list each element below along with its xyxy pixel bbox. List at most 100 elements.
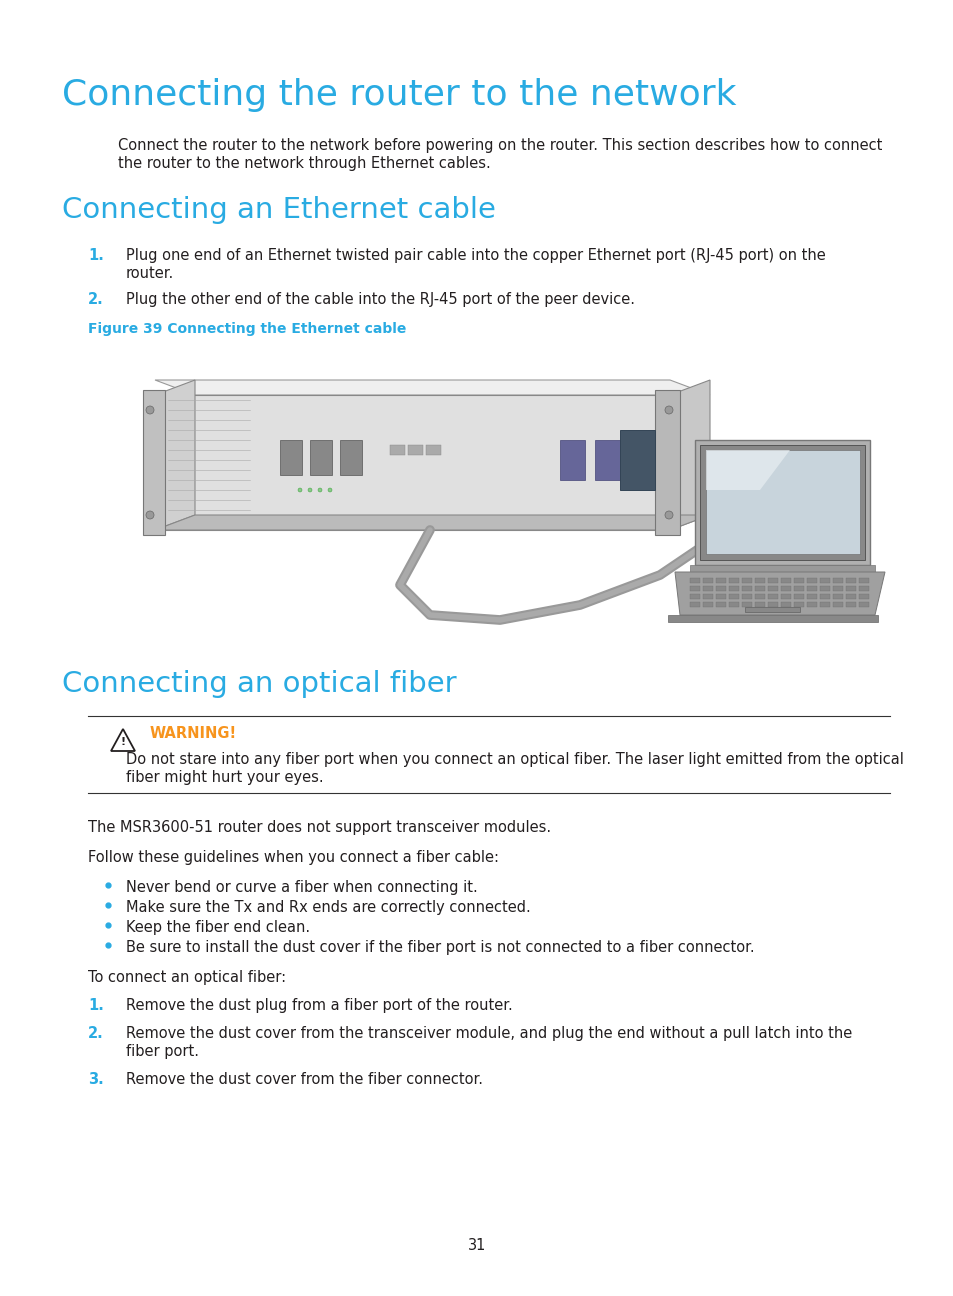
Text: WARNING!: WARNING! [150,726,237,741]
Polygon shape [820,603,829,607]
Text: Be sure to install the dust cover if the fiber port is not connected to a fiber : Be sure to install the dust cover if the… [126,940,754,955]
Polygon shape [689,578,700,583]
Text: Follow these guidelines when you connect a fiber cable:: Follow these guidelines when you connect… [88,850,498,864]
Text: !: ! [120,737,126,746]
Text: Never bend or curve a fiber when connecting it.: Never bend or curve a fiber when connect… [126,880,477,896]
Polygon shape [754,594,764,599]
Polygon shape [845,594,855,599]
Polygon shape [669,380,709,530]
Polygon shape [820,586,829,591]
Polygon shape [310,441,332,476]
Circle shape [664,406,672,413]
Polygon shape [716,586,725,591]
Polygon shape [143,390,165,535]
Polygon shape [744,607,800,612]
Polygon shape [806,594,816,599]
Polygon shape [806,603,816,607]
Text: Remove the dust cover from the transceiver module, and plug the end without a pu: Remove the dust cover from the transceiv… [126,1026,851,1041]
Polygon shape [689,565,874,572]
Text: 2.: 2. [88,292,104,307]
Text: Connecting an optical fiber: Connecting an optical fiber [62,670,456,699]
Polygon shape [845,586,855,591]
Polygon shape [716,594,725,599]
Text: Remove the dust plug from a fiber port of the router.: Remove the dust plug from a fiber port o… [126,998,512,1013]
Polygon shape [767,578,778,583]
Polygon shape [619,430,655,490]
Polygon shape [716,578,725,583]
Polygon shape [767,603,778,607]
Text: 31: 31 [467,1238,486,1253]
Polygon shape [705,450,859,553]
Text: 1.: 1. [88,248,104,263]
Polygon shape [832,594,842,599]
Text: Plug one end of an Ethernet twisted pair cable into the copper Ethernet port (RJ: Plug one end of an Ethernet twisted pair… [126,248,825,263]
Polygon shape [728,586,739,591]
Polygon shape [702,586,712,591]
Polygon shape [154,515,709,530]
Circle shape [308,489,312,492]
Text: Do not stare into any fiber port when you connect an optical fiber. The laser li: Do not stare into any fiber port when yo… [126,752,902,767]
Polygon shape [689,594,700,599]
Text: fiber might hurt your eyes.: fiber might hurt your eyes. [126,770,323,785]
Polygon shape [655,390,679,535]
Polygon shape [689,603,700,607]
Polygon shape [695,441,869,565]
Polygon shape [820,578,829,583]
Text: Connect the router to the network before powering on the router. This section de: Connect the router to the network before… [118,137,882,153]
Text: Connecting the router to the network: Connecting the router to the network [62,78,736,111]
Polygon shape [667,616,877,622]
Polygon shape [767,586,778,591]
Polygon shape [741,594,751,599]
Polygon shape [793,586,803,591]
Polygon shape [845,603,855,607]
Polygon shape [754,603,764,607]
Text: router.: router. [126,266,174,281]
Polygon shape [781,603,790,607]
Text: Make sure the Tx and Rx ends are correctly connected.: Make sure the Tx and Rx ends are correct… [126,899,530,915]
Text: To connect an optical fiber:: To connect an optical fiber: [88,969,286,985]
Polygon shape [728,594,739,599]
Text: the router to the network through Ethernet cables.: the router to the network through Ethern… [118,156,490,171]
Text: Connecting an Ethernet cable: Connecting an Ethernet cable [62,196,496,224]
Circle shape [317,489,322,492]
Polygon shape [820,594,829,599]
Text: Keep the fiber end clean.: Keep the fiber end clean. [126,920,310,934]
Text: 3.: 3. [88,1072,104,1087]
Polygon shape [858,594,868,599]
Polygon shape [793,594,803,599]
Polygon shape [781,578,790,583]
Polygon shape [595,441,619,480]
Polygon shape [832,578,842,583]
Polygon shape [858,578,868,583]
Polygon shape [845,578,855,583]
Polygon shape [806,586,816,591]
Polygon shape [154,380,194,530]
Polygon shape [559,441,584,480]
Polygon shape [154,380,709,395]
Polygon shape [781,586,790,591]
Polygon shape [408,445,422,455]
Polygon shape [806,578,816,583]
Text: Figure 39 Connecting the Ethernet cable: Figure 39 Connecting the Ethernet cable [88,321,406,336]
Text: The MSR3600-51 router does not support transceiver modules.: The MSR3600-51 router does not support t… [88,820,551,835]
Polygon shape [793,603,803,607]
Polygon shape [767,594,778,599]
Polygon shape [754,586,764,591]
Polygon shape [781,594,790,599]
Polygon shape [339,441,361,476]
Circle shape [146,406,153,413]
Text: Plug the other end of the cable into the RJ-45 port of the peer device.: Plug the other end of the cable into the… [126,292,635,307]
Polygon shape [705,450,789,490]
Polygon shape [741,578,751,583]
Polygon shape [280,441,302,476]
Polygon shape [702,594,712,599]
Text: Remove the dust cover from the fiber connector.: Remove the dust cover from the fiber con… [126,1072,482,1087]
Text: 2.: 2. [88,1026,104,1041]
Circle shape [146,511,153,518]
Text: 1.: 1. [88,998,104,1013]
Polygon shape [426,445,440,455]
Polygon shape [702,603,712,607]
Polygon shape [716,603,725,607]
Polygon shape [858,586,868,591]
Polygon shape [832,586,842,591]
